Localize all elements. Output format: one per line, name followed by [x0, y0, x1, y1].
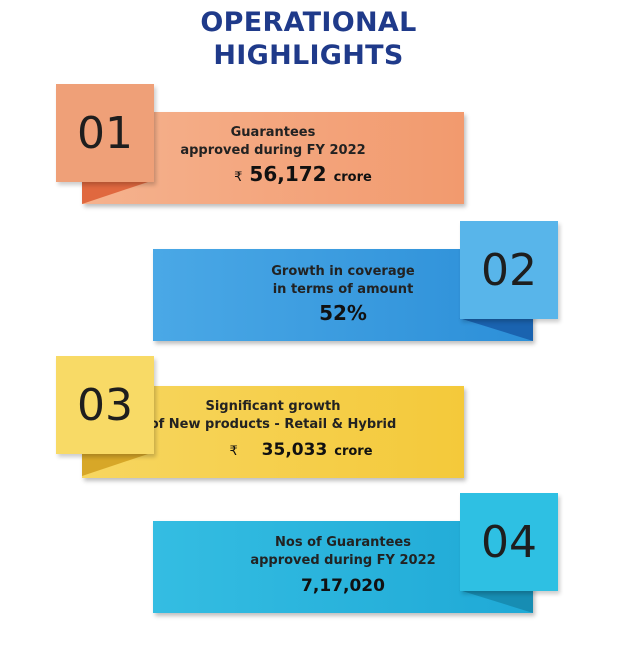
badge-number: 01	[77, 107, 133, 159]
number-badge-02: 02	[460, 221, 558, 319]
rupee-icon: ₹	[229, 444, 238, 459]
card-line-1: Significant growth	[205, 399, 341, 414]
card-line-1: Guarantees	[230, 125, 316, 140]
card-value: 52%	[319, 301, 367, 325]
number-badge-03: 03	[56, 356, 154, 454]
rupee-icon: ₹	[234, 170, 243, 185]
card-value: 7,17,020	[301, 576, 385, 596]
badge-number: 03	[77, 379, 133, 431]
title-line-1: OPERATIONAL	[200, 7, 417, 38]
card-value-row: ₹ 35,033 crore	[173, 434, 372, 466]
title-line-2: HIGHLIGHTS	[213, 40, 404, 71]
number-badge-01: 01	[56, 84, 154, 182]
card-line-2: approved during FY 2022	[180, 143, 366, 158]
card-unit: crore	[334, 444, 373, 459]
card-value-row: 52%	[319, 299, 367, 327]
card-line-1: Growth in coverage	[271, 264, 415, 279]
card-line-2: of New products - Retail & Hybrid	[149, 417, 397, 432]
card-unit: crore	[333, 170, 372, 185]
card-band-03: Significant growth of New products - Ret…	[82, 386, 464, 478]
card-fold-01	[82, 180, 154, 204]
page-title: OPERATIONAL HIGHLIGHTS	[0, 6, 617, 72]
badge-number: 04	[481, 516, 537, 568]
card-line-1: Nos of Guarantees	[275, 535, 411, 550]
card-fold-04	[459, 590, 533, 613]
number-badge-04: 04	[460, 493, 558, 591]
card-fold-03	[82, 452, 154, 476]
badge-number: 02	[481, 244, 537, 296]
card-fold-02	[459, 318, 533, 341]
card-line-2: in terms of amount	[272, 282, 414, 297]
card-value: 56,172	[249, 162, 327, 186]
card-value-row: 7,17,020	[301, 570, 385, 600]
card-value-row: ₹ 56,172 crore	[174, 160, 372, 192]
card-value: 35,033	[261, 440, 328, 460]
card-line-2: approved during FY 2022	[250, 553, 436, 568]
